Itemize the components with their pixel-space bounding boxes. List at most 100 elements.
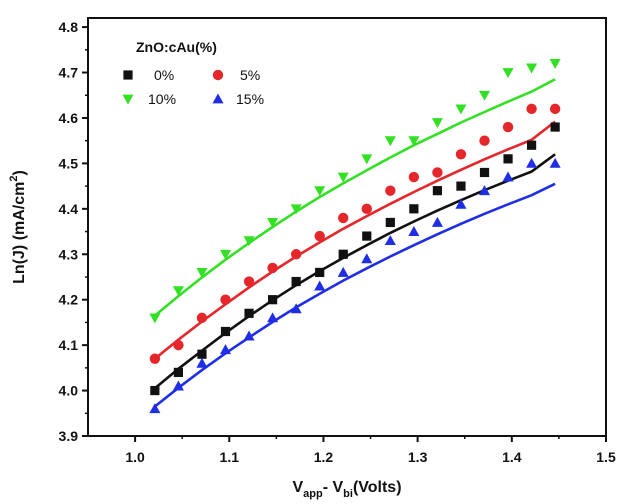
data-point-4 — [243, 330, 255, 341]
y-tick-label: 4.0 — [59, 383, 79, 399]
data-point-4 — [149, 403, 161, 414]
data-point-3 — [549, 59, 561, 69]
data-point-3 — [290, 204, 302, 215]
fit-line-1 — [154, 153, 556, 390]
data-point-2 — [267, 262, 278, 274]
data-point-3 — [384, 136, 396, 147]
data-point-2 — [173, 339, 184, 351]
data-point-4 — [502, 171, 514, 182]
data-point-2 — [526, 103, 537, 115]
legend-title: ZnO:cAu(%) — [136, 39, 217, 55]
data-point-1 — [267, 295, 278, 305]
data-point-4 — [408, 226, 420, 236]
data-point-4 — [172, 380, 184, 391]
x-axis-title: Vapp- Vbi(Volts) — [292, 479, 401, 500]
x-axis-sub-bi: bi — [343, 488, 353, 500]
data-point-3 — [455, 104, 467, 115]
data-point-2 — [290, 249, 302, 260]
data-point-1 — [315, 267, 325, 278]
data-point-2 — [502, 121, 514, 133]
y-axis-sup: 2 — [8, 175, 20, 181]
y-tick-label: 4.2 — [59, 292, 79, 308]
data-point-1 — [526, 140, 537, 150]
fit-lines — [154, 78, 556, 408]
y-axis-title: Ln(J) (mA/cm2) — [8, 170, 28, 284]
x-tick-label: 1.1 — [220, 449, 240, 465]
legend-marker-3 — [122, 94, 134, 105]
data-point-1 — [385, 217, 395, 228]
data-point-1 — [244, 308, 254, 318]
data-point-2 — [314, 230, 325, 242]
data-point-2 — [455, 149, 467, 160]
data-point-3 — [526, 63, 538, 74]
data-point-3 — [478, 90, 491, 101]
data-point-2 — [196, 312, 208, 324]
data-point-4 — [384, 235, 396, 246]
data-point-2 — [243, 276, 255, 287]
x-tick-label: 1.5 — [596, 449, 616, 465]
data-point-4 — [314, 280, 326, 291]
data-point-1 — [150, 385, 160, 396]
data-point-4 — [361, 253, 373, 264]
y-tick-label: 4.3 — [59, 246, 79, 262]
data-point-3 — [196, 268, 208, 278]
legend: ZnO:cAu(%) 0% 5% 10% 15% — [122, 39, 264, 107]
legend-label-3: 10% — [148, 91, 176, 107]
data-point-4 — [455, 198, 467, 209]
data-point-4 — [431, 216, 443, 227]
data-point-4 — [196, 357, 208, 368]
data-point-4 — [549, 157, 561, 168]
data-point-1 — [479, 167, 490, 178]
data-point-3 — [219, 249, 232, 260]
legend-label-2: 5% — [240, 67, 260, 83]
data-point-1 — [550, 122, 560, 132]
legend-marker-1 — [123, 70, 133, 80]
data-point-3 — [267, 218, 279, 228]
x-axis-ticks: 1.0 1.1 1.2 1.3 1.4 1.5 — [125, 436, 616, 465]
data-point-2 — [220, 294, 231, 305]
y-axis-ticks: 3.9 4.0 4.1 4.2 4.3 4.4 4.5 4.6 4.7 4.8 — [59, 19, 88, 444]
fit-line-4 — [154, 182, 556, 408]
x-tick-label: 1.4 — [502, 449, 522, 465]
y-tick-label: 4.8 — [59, 19, 79, 35]
data-point-3 — [361, 154, 373, 165]
data-point-3 — [431, 118, 443, 129]
data-point-4 — [337, 266, 349, 277]
data-point-1 — [173, 367, 184, 377]
y-tick-label: 4.5 — [59, 155, 79, 171]
data-point-4 — [478, 185, 491, 196]
data-point-2 — [408, 171, 420, 183]
data-point-1 — [456, 181, 466, 191]
data-point-3 — [149, 313, 161, 324]
data-point-2 — [432, 167, 443, 178]
data-point-2 — [361, 203, 372, 215]
data-point-3 — [172, 286, 184, 297]
y-tick-label: 4.1 — [59, 337, 79, 353]
data-point-2 — [149, 353, 161, 364]
y-tick-label: 4.6 — [59, 110, 79, 126]
data-point-1 — [432, 186, 443, 196]
y-tick-label: 3.9 — [59, 428, 79, 444]
data-point-2 — [385, 185, 396, 196]
data-point-1 — [291, 276, 301, 287]
data-point-2 — [549, 103, 561, 115]
x-axis-sub-app: app — [303, 488, 323, 500]
data-point-3 — [337, 172, 349, 183]
data-point-2 — [479, 135, 490, 146]
data-point-1 — [503, 154, 513, 164]
x-tick-label: 1.3 — [408, 449, 428, 465]
y-tick-label: 4.4 — [59, 201, 79, 217]
data-point-2 — [338, 212, 349, 224]
data-point-3 — [314, 186, 326, 197]
data-point-1 — [197, 349, 207, 359]
fit-line-2 — [154, 120, 556, 360]
data-point-4 — [219, 344, 232, 355]
x-tick-label: 1.2 — [314, 449, 334, 465]
data-point-1 — [409, 204, 419, 214]
data-point-3 — [243, 236, 255, 247]
data-point-4 — [267, 312, 279, 323]
plot-frame — [87, 17, 607, 437]
legend-marker-2 — [212, 69, 224, 81]
legend-label-4: 15% — [236, 91, 264, 107]
